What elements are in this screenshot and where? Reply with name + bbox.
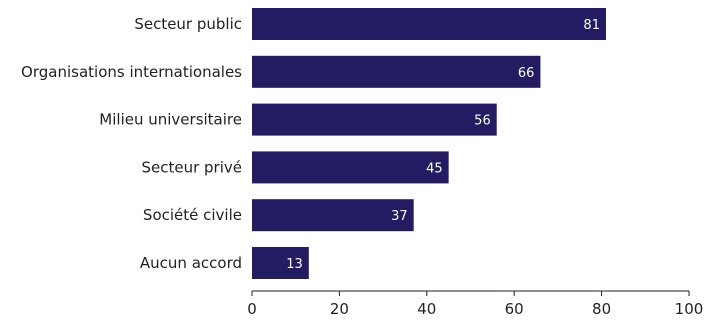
bar-secteur-prive: [252, 151, 449, 184]
bar-organisations-internationales: [252, 55, 541, 88]
x-tick-label-100: 100: [675, 300, 704, 318]
x-axis: 0 20 40 60 80 100: [247, 290, 704, 318]
category-labels-group: Secteur public Organisations internationa…: [21, 15, 242, 272]
category-label-secteur-public: Secteur public: [134, 15, 242, 33]
data-label-secteur-public: 81: [583, 18, 600, 33]
x-tick-label-80: 80: [592, 300, 611, 318]
data-label-milieu-universitaire: 56: [474, 114, 491, 129]
bar-secteur-public: [252, 8, 606, 40]
data-label-secteur-prive: 45: [426, 161, 443, 176]
category-label-secteur-prive: Secteur privé: [141, 158, 242, 176]
x-tick-label-60: 60: [505, 300, 524, 318]
category-label-organisations-internationales: Organisations internationales: [21, 63, 242, 81]
x-tick-label-0: 0: [247, 300, 257, 318]
category-label-milieu-universitaire: Milieu universitaire: [99, 111, 242, 129]
bar-aucun-accord: [252, 247, 309, 279]
category-label-aucun-accord: Aucun accord: [140, 254, 242, 272]
x-tick-label-20: 20: [330, 300, 349, 318]
bar-milieu-universitaire: [252, 103, 497, 136]
data-label-aucun-accord: 13: [286, 257, 303, 272]
bar-societe-civile: [252, 199, 414, 232]
bars-group: 81 66 56 45 37 13: [252, 8, 606, 279]
data-label-organisations-internationales: 66: [518, 66, 535, 81]
data-label-societe-civile: 37: [391, 209, 408, 224]
x-tick-label-40: 40: [417, 300, 436, 318]
category-label-societe-civile: Société civile: [143, 206, 242, 224]
